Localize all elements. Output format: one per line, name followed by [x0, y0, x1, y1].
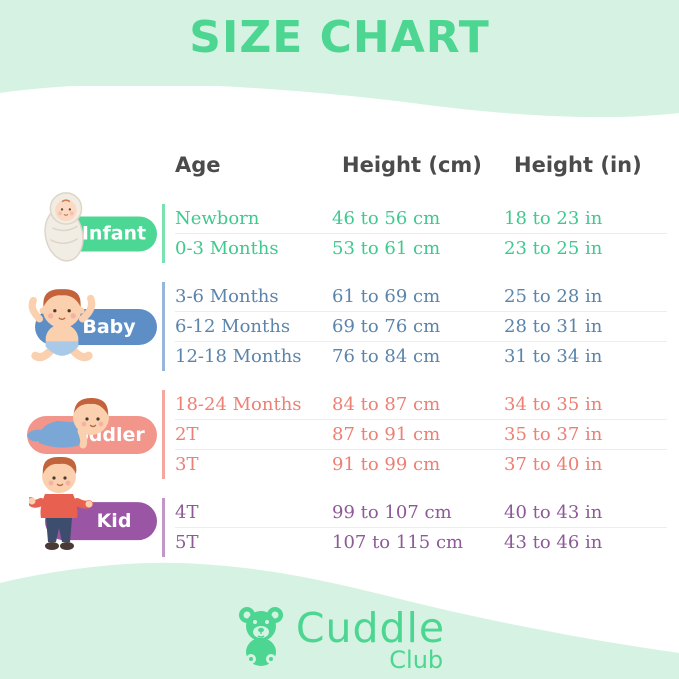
- age-cell: 6-12 Months: [175, 316, 291, 337]
- header-age: Age: [175, 153, 221, 177]
- table-row: 6-12 Months 69 to 76 cm 28 to 31 in: [175, 312, 667, 342]
- height-cm-cell: 99 to 107 cm: [332, 502, 452, 523]
- height-cm-cell: 76 to 84 cm: [332, 346, 441, 367]
- height-in-cell: 28 to 31 in: [504, 316, 603, 337]
- brand-name-sub: Club: [389, 646, 444, 674]
- table-row: 12-18 Months 76 to 84 cm 31 to 34 in: [175, 342, 667, 371]
- height-cm-cell: 84 to 87 cm: [332, 394, 441, 415]
- sitting-baby-illustration: [21, 280, 103, 367]
- age-cell: 18-24 Months: [175, 394, 302, 415]
- table-body: Infant: [27, 192, 667, 557]
- age-cell: 0-3 Months: [175, 238, 279, 259]
- group-kid: Kid: [27, 456, 667, 557]
- height-in-cell: 34 to 35 in: [504, 394, 603, 415]
- group-baby: Baby: [28, 282, 667, 371]
- age-cell: 3T: [175, 454, 199, 475]
- height-cm-cell: 91 to 99 cm: [332, 454, 441, 475]
- kid-badge: Kid: [17, 456, 159, 557]
- table-row: 2T 87 to 91 cm 35 to 37 in: [175, 420, 667, 450]
- height-in-cell: 40 to 43 in: [504, 502, 603, 523]
- table-header-row: Age Height (cm) Height (in): [162, 148, 667, 182]
- group-toddler: Toddler: [27, 390, 667, 479]
- age-cell: 2T: [175, 424, 199, 445]
- standing-kid-illustration: [27, 454, 93, 554]
- height-cm-cell: 69 to 76 cm: [332, 316, 441, 337]
- table-row: 4T 99 to 107 cm 40 to 43 in: [175, 498, 667, 528]
- height-cm-cell: 107 to 115 cm: [332, 532, 464, 553]
- group-infant: Infant: [44, 192, 667, 263]
- age-cell: Newborn: [175, 208, 260, 229]
- white-card: [0, 86, 679, 660]
- table-row: 5T 107 to 115 cm 43 to 46 in: [175, 528, 667, 557]
- page-title: SIZE CHART: [189, 12, 490, 63]
- header-height-cm: Height (cm): [342, 153, 482, 177]
- kid-badge-label: Kid: [96, 509, 132, 532]
- height-cm-cell: 61 to 69 cm: [332, 286, 441, 307]
- header-height-in: Height (in): [514, 153, 642, 177]
- infant-badge: Infant: [17, 192, 159, 263]
- table-row: 18-24 Months 84 to 87 cm 34 to 35 in: [175, 390, 667, 420]
- height-cm-cell: 87 to 91 cm: [332, 424, 441, 445]
- swaddled-infant-illustration: [33, 187, 95, 265]
- height-in-cell: 31 to 34 in: [504, 346, 603, 367]
- table-row: 0-3 Months 53 to 61 cm 23 to 25 in: [175, 234, 667, 263]
- height-in-cell: 43 to 46 in: [504, 532, 603, 553]
- teddy-bear-icon: [234, 606, 288, 668]
- brand-logo: Cuddle Club: [0, 606, 679, 672]
- bottom-wave-decoration: [0, 562, 679, 679]
- age-cell: 3-6 Months: [175, 286, 279, 307]
- top-wave-decoration: [0, 0, 679, 118]
- table-row: Newborn 46 to 56 cm 18 to 23 in: [175, 204, 667, 234]
- table-row: 3-6 Months 61 to 69 cm 25 to 28 in: [175, 282, 667, 312]
- brand-name: Cuddle Club: [296, 606, 445, 672]
- height-in-cell: 23 to 25 in: [504, 238, 603, 259]
- baby-badge-label: Baby: [82, 315, 136, 338]
- age-cell: 12-18 Months: [175, 346, 302, 367]
- brand-name-main: Cuddle: [295, 604, 446, 652]
- age-cell: 5T: [175, 532, 199, 553]
- toddler-badge: Toddler: [17, 390, 159, 479]
- age-cell: 4T: [175, 502, 199, 523]
- size-table: Age Height (cm) Height (in) Infant: [27, 148, 667, 557]
- height-in-cell: 18 to 23 in: [504, 208, 603, 229]
- height-cm-cell: 46 to 56 cm: [332, 208, 441, 229]
- height-cm-cell: 53 to 61 cm: [332, 238, 441, 259]
- height-in-cell: 35 to 37 in: [504, 424, 603, 445]
- table-row: 3T 91 to 99 cm 37 to 40 in: [175, 450, 667, 479]
- infant-badge-label: Infant: [81, 222, 147, 245]
- crawling-toddler-illustration: [17, 391, 121, 457]
- height-in-cell: 25 to 28 in: [504, 286, 603, 307]
- height-in-cell: 37 to 40 in: [504, 454, 603, 475]
- baby-badge: Baby: [17, 282, 159, 371]
